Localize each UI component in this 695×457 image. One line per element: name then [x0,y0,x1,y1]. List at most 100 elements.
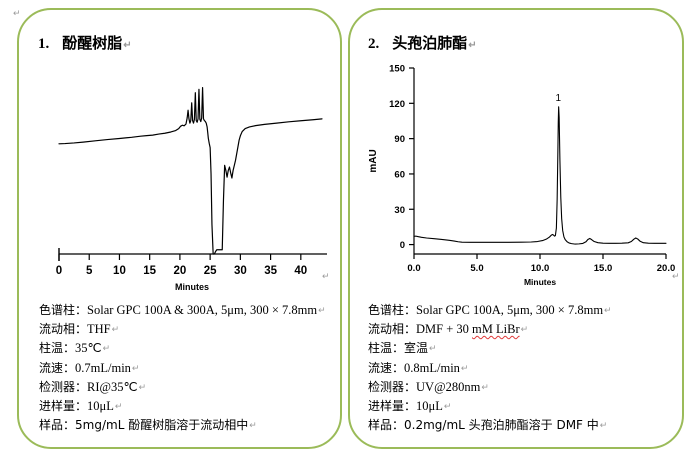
paragraph-mark: ↵ [322,271,330,281]
method-value: 0.8mL/min [404,360,460,375]
svg-text:Minutes: Minutes [524,277,556,287]
method-label: 柱温： [368,341,405,356]
svg-text:5.0: 5.0 [470,263,483,274]
svg-text:20.0: 20.0 [657,263,676,274]
svg-text:25: 25 [204,265,217,277]
svg-text:0.0: 0.0 [407,263,420,274]
method-label: 色谱柱： [39,303,88,317]
paragraph-mark: ↵ [318,305,326,315]
method-label: 进样量： [368,398,417,413]
method-row: 样品：0.2mg/mL 头孢泊肺酯溶于 DMF 中↵ [368,416,612,435]
method-label: 检测器： [39,379,88,394]
svg-text:mAU: mAU [368,149,379,172]
paragraph-mark: ↵ [111,324,120,335]
method-list-2: 色谱柱：Solar GPC 100A, 5μm, 300 × 7.8mm↵ 流动… [368,301,612,435]
paragraph-mark: ↵ [114,400,123,411]
chromatogram-uv-cefpodoxime: 0 30 60 90 120 150 mAU 0.0 5.0 10.0 15.0 20.0 Minute… [358,50,678,296]
method-label: 流动相： [39,322,88,337]
method-label: 流速： [368,360,405,375]
method-row: 流速：0.8mL/min↵ [368,359,612,378]
paragraph-mark: ↵ [131,362,140,373]
svg-text:5: 5 [86,265,93,277]
paragraph-mark: ↵ [123,40,132,51]
method-row: 检测器：UV@280nm↵ [368,378,612,397]
svg-text:10: 10 [113,265,126,277]
method-value: 室温 [404,341,429,356]
method-row: 柱温：室温↵ [368,339,612,358]
method-row: 进样量：10μL↵ [39,397,326,416]
svg-text:20: 20 [174,265,187,277]
chromatogram-gpc-phenolic: 0 5 10 15 20 25 30 35 40 Minutes [33,58,333,296]
paragraph-mark: ↵ [672,271,680,281]
method-value: 5mg/mL 酚醒树脂溶于流动相中 [75,418,249,433]
chromatogram-1-svg: 0 5 10 15 20 25 30 35 40 Minutes [56,87,327,292]
method-row: 流动相：THF↵ [39,320,326,339]
method-value-misspelled: mM LiBr [472,322,520,337]
panel-2-title-text: 头孢泊肺酯 [392,36,468,52]
panel-1-title: 1. 酚醒树脂↵ [38,32,132,53]
method-row: 柱温：35℃↵ [39,339,326,358]
method-value: RI@35℃ [87,379,138,394]
paragraph-mark: ↵ [13,8,21,18]
paragraph-mark: ↵ [102,343,111,354]
svg-text:0: 0 [56,265,62,277]
paragraph-mark: ↵ [468,40,477,51]
method-value: 35℃ [75,341,102,356]
svg-text:10.0: 10.0 [531,263,550,274]
method-value: DMF + 30 [416,322,473,337]
svg-text:Minutes: Minutes [175,282,209,292]
method-value: 0.7mL/min [75,360,131,375]
svg-text:150: 150 [389,64,405,75]
method-label: 样品： [39,418,76,433]
method-value: 0.2mg/mL 头孢泊肺酯溶于 DMF 中 [404,418,599,433]
panel-cefpodoxime-proxetil: 2. 头孢泊肺酯↵ 0 30 60 90 120 150 mAU 0.0 5.0 10.0 15.0 2… [348,8,684,449]
paragraph-mark: ↵ [460,362,469,373]
method-label: 样品： [368,418,405,433]
method-label: 流动相： [368,322,417,337]
method-value: THF [87,322,111,337]
method-row: 色谱柱：Solar GPC 100A & 300A, 5μm, 300 × 7.… [39,301,326,320]
method-value: UV@280nm [416,379,481,394]
method-row: 色谱柱：Solar GPC 100A, 5μm, 300 × 7.8mm↵ [368,301,612,320]
method-row: 检测器：RI@35℃↵ [39,378,326,397]
svg-text:60: 60 [394,170,405,181]
method-value: 10μL [87,398,114,413]
method-value: Solar GPC 100A, 5μm, 300 × 7.8mm [416,303,604,317]
method-value: Solar GPC 100A & 300A, 5μm, 300 × 7.8mm [87,303,318,317]
paragraph-mark: ↵ [599,420,608,431]
svg-text:15: 15 [143,265,156,277]
method-value: 10μL [416,398,443,413]
paragraph-mark: ↵ [249,420,257,431]
method-row: 样品：5mg/mL 酚醒树脂溶于流动相中↵ [39,416,326,435]
svg-text:35: 35 [264,265,277,277]
svg-text:120: 120 [389,99,405,110]
svg-text:1: 1 [555,93,561,104]
method-row: 进样量：10μL↵ [368,397,612,416]
method-label: 进样量： [39,398,88,413]
svg-text:0: 0 [400,240,405,251]
method-label: 柱温： [39,341,76,356]
panel-2-title: 2. 头孢泊肺酯↵ [368,32,477,53]
method-label: 色谱柱： [368,303,417,317]
svg-text:30: 30 [234,265,247,277]
paragraph-mark: ↵ [520,324,529,335]
panel-2-number: 2. [368,36,380,52]
paragraph-mark: ↵ [429,343,437,354]
paragraph-mark: ↵ [138,381,147,392]
panel-1-title-text: 酚醒树脂 [62,36,123,52]
svg-text:90: 90 [394,134,405,145]
paragraph-mark: ↵ [481,381,489,392]
method-label: 流速： [39,360,76,375]
method-label: 检测器： [368,379,417,394]
panel-phenolic-resin: 1. 酚醒树脂↵ 0 5 10 15 20 25 30 35 40 Minutes 色谱柱：Sola… [17,8,342,449]
method-row: 流速：0.7mL/min↵ [39,359,326,378]
svg-text:40: 40 [294,265,307,277]
svg-text:30: 30 [394,205,405,216]
paragraph-mark: ↵ [604,305,612,315]
svg-text:15.0: 15.0 [594,263,613,274]
paragraph-mark: ↵ [443,400,452,411]
panel-1-number: 1. [38,36,50,52]
method-list-1: 色谱柱：Solar GPC 100A & 300A, 5μm, 300 × 7.… [39,301,326,435]
chromatogram-2-svg: 0 30 60 90 120 150 mAU 0.0 5.0 10.0 15.0 20.0 Minute… [368,64,676,287]
